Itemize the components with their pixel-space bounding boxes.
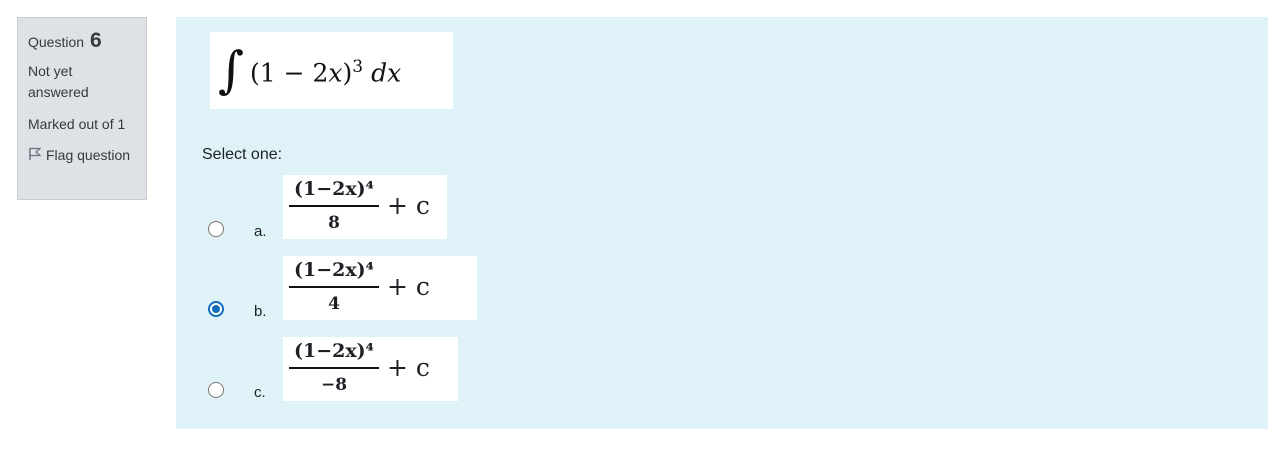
- flag-icon: [28, 146, 42, 167]
- option-c-numerator: (1−2x)⁴: [294, 340, 374, 362]
- answer-option-c[interactable]: c. (1−2x)⁴ −8 + c: [176, 337, 476, 407]
- option-c-tail: + c: [387, 353, 430, 382]
- integrand-var: x: [328, 58, 343, 88]
- option-a-tail: + c: [387, 191, 430, 220]
- answer-option-b[interactable]: b. (1−2x)⁴ 4 + c: [176, 256, 496, 326]
- option-letter-c: c.: [254, 384, 266, 401]
- question-info-panel: Question 6 Not yet answered Marked out o…: [17, 17, 147, 200]
- question-formula-image: ∫ (1 − 2x)3 dx: [210, 32, 453, 109]
- integrand-open: (1 − 2: [250, 58, 329, 88]
- option-b-tail: + c: [387, 272, 430, 301]
- option-letter-a: a.: [254, 223, 267, 240]
- option-a-denominator: 8: [328, 213, 340, 233]
- flag-question-link[interactable]: Flag question: [28, 145, 136, 167]
- question-content: ∫ (1 − 2x)3 dx Select one: a. (1−2x)⁴ 8 …: [176, 17, 1268, 429]
- fraction-bar: [289, 367, 379, 369]
- answer-option-a[interactable]: a. (1−2x)⁴ 8 + c: [176, 175, 476, 245]
- select-one-prompt: Select one:: [202, 146, 283, 163]
- fraction-bar: [289, 286, 379, 288]
- option-b-numerator: (1−2x)⁴: [294, 259, 374, 281]
- option-a-numerator: (1−2x)⁴: [294, 178, 374, 200]
- integrand-close: ): [342, 58, 353, 88]
- option-c-formula: (1−2x)⁴ −8 + c: [283, 337, 458, 401]
- question-label: Question: [28, 34, 85, 50]
- radio-option-a[interactable]: [208, 221, 224, 237]
- option-b-formula: (1−2x)⁴ 4 + c: [283, 256, 477, 320]
- flag-question-label: Flag question: [46, 147, 131, 163]
- integrand-power: 3: [352, 57, 364, 77]
- question-number: Question 6: [28, 30, 136, 53]
- integral-symbol: ∫: [218, 41, 245, 99]
- question-grade: Marked out of 1: [28, 116, 126, 132]
- radio-option-b[interactable]: [208, 301, 224, 317]
- question-state: Not yet answered: [28, 63, 89, 100]
- option-a-formula: (1−2x)⁴ 8 + c: [283, 175, 447, 239]
- option-letter-b: b.: [254, 303, 267, 320]
- option-c-denominator: −8: [320, 375, 348, 395]
- option-b-denominator: 4: [328, 294, 340, 314]
- question-number-value: 6: [89, 29, 102, 52]
- integrand-dx: dx: [371, 58, 402, 88]
- radio-option-c[interactable]: [208, 382, 224, 398]
- integrand: (1 − 2x)3 dx: [250, 52, 401, 88]
- fraction-bar: [289, 205, 379, 207]
